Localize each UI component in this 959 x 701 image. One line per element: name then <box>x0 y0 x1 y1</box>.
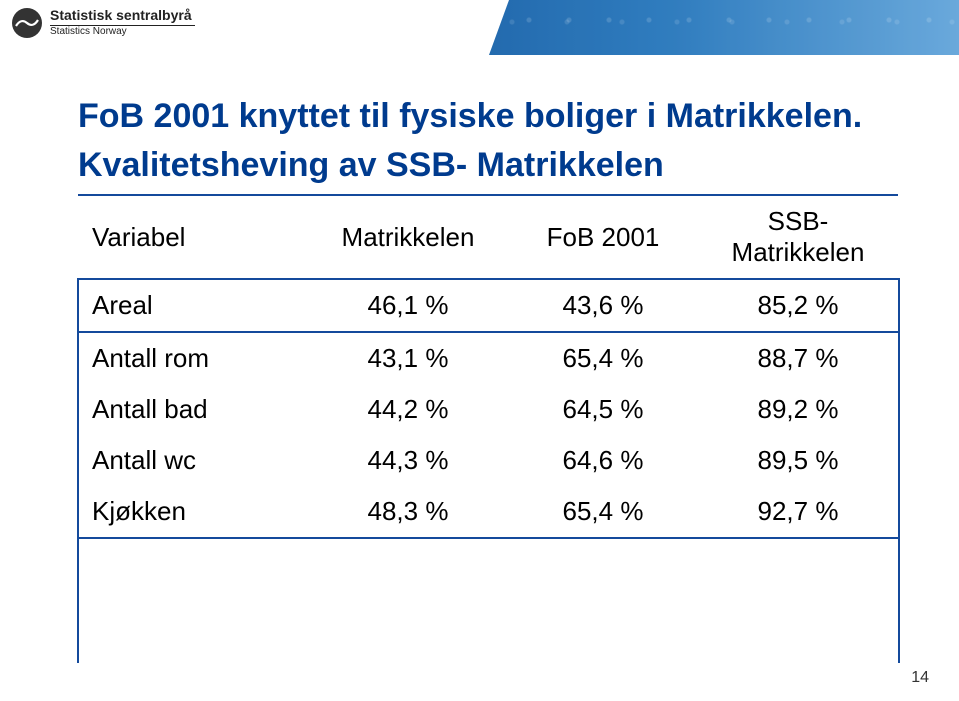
cell: 88,7 % <box>698 332 898 384</box>
table-row: Kjøkken 48,3 % 65,4 % 92,7 % <box>78 486 898 538</box>
cell: 64,6 % <box>508 435 698 486</box>
cell: 92,7 % <box>698 486 898 538</box>
logo-org-name: Statistisk sentralbyrå <box>50 8 195 23</box>
table-row: Antall rom 43,1 % 65,4 % 88,7 % <box>78 332 898 384</box>
table-row: Areal 46,1 % 43,6 % 85,2 % <box>78 279 898 332</box>
col-header-variabel: Variabel <box>78 195 308 279</box>
row-label: Antall rom <box>78 332 308 384</box>
cell: 89,5 % <box>698 435 898 486</box>
header-banner <box>479 0 959 55</box>
cell: 46,1 % <box>308 279 508 332</box>
col-header-ssb-matrikkelen: SSB- Matrikkelen <box>698 195 898 279</box>
cell: 65,4 % <box>508 332 698 384</box>
row-label: Areal <box>78 279 308 332</box>
page-number: 14 <box>911 669 929 687</box>
data-table-wrap: Variabel Matrikkelen FoB 2001 SSB- Matri… <box>78 194 899 539</box>
col-header-matrikkelen: Matrikkelen <box>308 195 508 279</box>
cell: 85,2 % <box>698 279 898 332</box>
cell: 43,1 % <box>308 332 508 384</box>
data-table: Variabel Matrikkelen FoB 2001 SSB- Matri… <box>78 194 898 539</box>
slide-title-1: FoB 2001 knyttet til fysiske boliger i M… <box>78 95 899 138</box>
logo-org-sub: Statistics Norway <box>50 27 195 38</box>
table-header-row: Variabel Matrikkelen FoB 2001 SSB- Matri… <box>78 195 898 279</box>
cell: 43,6 % <box>508 279 698 332</box>
cell: 44,2 % <box>308 384 508 435</box>
cell: 89,2 % <box>698 384 898 435</box>
row-label: Antall wc <box>78 435 308 486</box>
table-row: Antall bad 44,2 % 64,5 % 89,2 % <box>78 384 898 435</box>
ssb-logo-icon <box>12 8 42 38</box>
table-row: Antall wc 44,3 % 64,6 % 89,5 % <box>78 435 898 486</box>
ssb-logo: Statistisk sentralbyrå Statistics Norway <box>12 8 195 38</box>
slide-title-2: Kvalitetsheving av SSB- Matrikkelen <box>78 144 899 187</box>
cell: 44,3 % <box>308 435 508 486</box>
cell: 64,5 % <box>508 384 698 435</box>
cell: 48,3 % <box>308 486 508 538</box>
col-header-fob2001: FoB 2001 <box>508 195 698 279</box>
cell: 65,4 % <box>508 486 698 538</box>
row-label: Kjøkken <box>78 486 308 538</box>
row-label: Antall bad <box>78 384 308 435</box>
